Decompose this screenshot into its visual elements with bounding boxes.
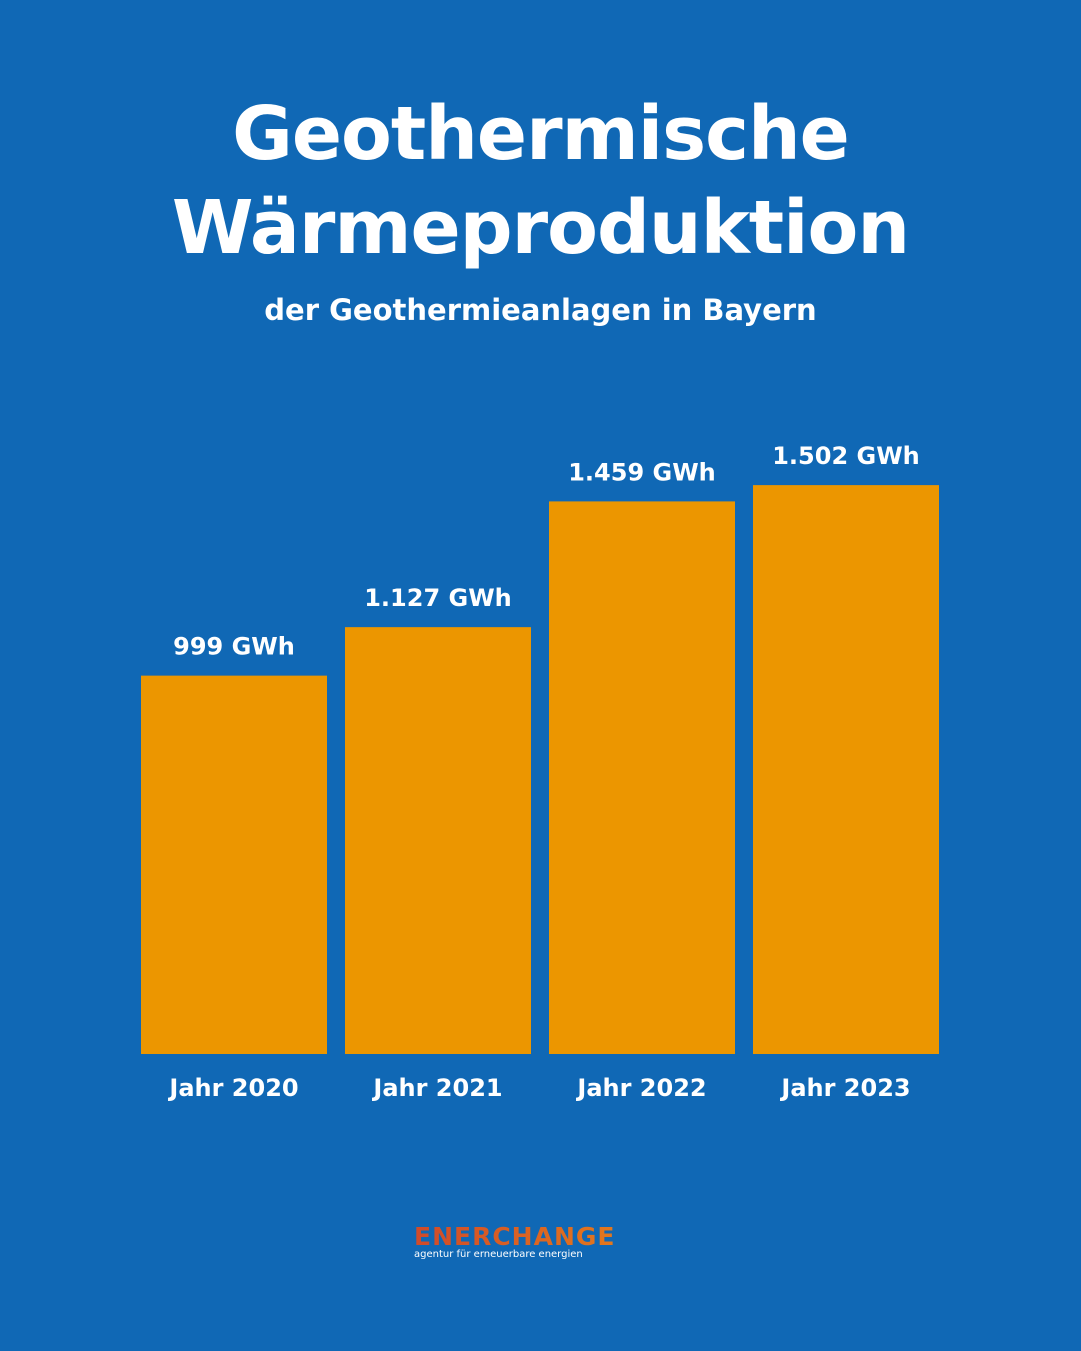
- logo-tagline: agentur für erneuerbare energien: [414, 1249, 583, 1260]
- title-line-1: Geothermische: [232, 91, 850, 177]
- category-label: Jahr 2020: [167, 1074, 298, 1102]
- bar-3: [753, 485, 939, 1054]
- data-label: 1.502 GWh: [772, 442, 920, 470]
- subtitle: der Geothermieanlagen in Bayern: [264, 293, 817, 327]
- bar-1: [345, 627, 531, 1054]
- data-label: 1.459 GWh: [568, 458, 716, 486]
- enerchange-logo: ENERCHANGE agentur für erneuerbare energ…: [414, 1224, 674, 1261]
- logo-wordmark: ENERCHANGE: [414, 1224, 674, 1249]
- bar-0: [141, 675, 327, 1054]
- title-line-2: Wärmeproduktion: [171, 185, 910, 271]
- category-label: Jahr 2022: [575, 1074, 706, 1102]
- category-label: Jahr 2021: [371, 1074, 502, 1102]
- bar-2: [549, 501, 735, 1054]
- data-label: 999 GWh: [173, 633, 295, 661]
- category-label: Jahr 2023: [779, 1074, 910, 1102]
- data-label: 1.127 GWh: [364, 584, 512, 612]
